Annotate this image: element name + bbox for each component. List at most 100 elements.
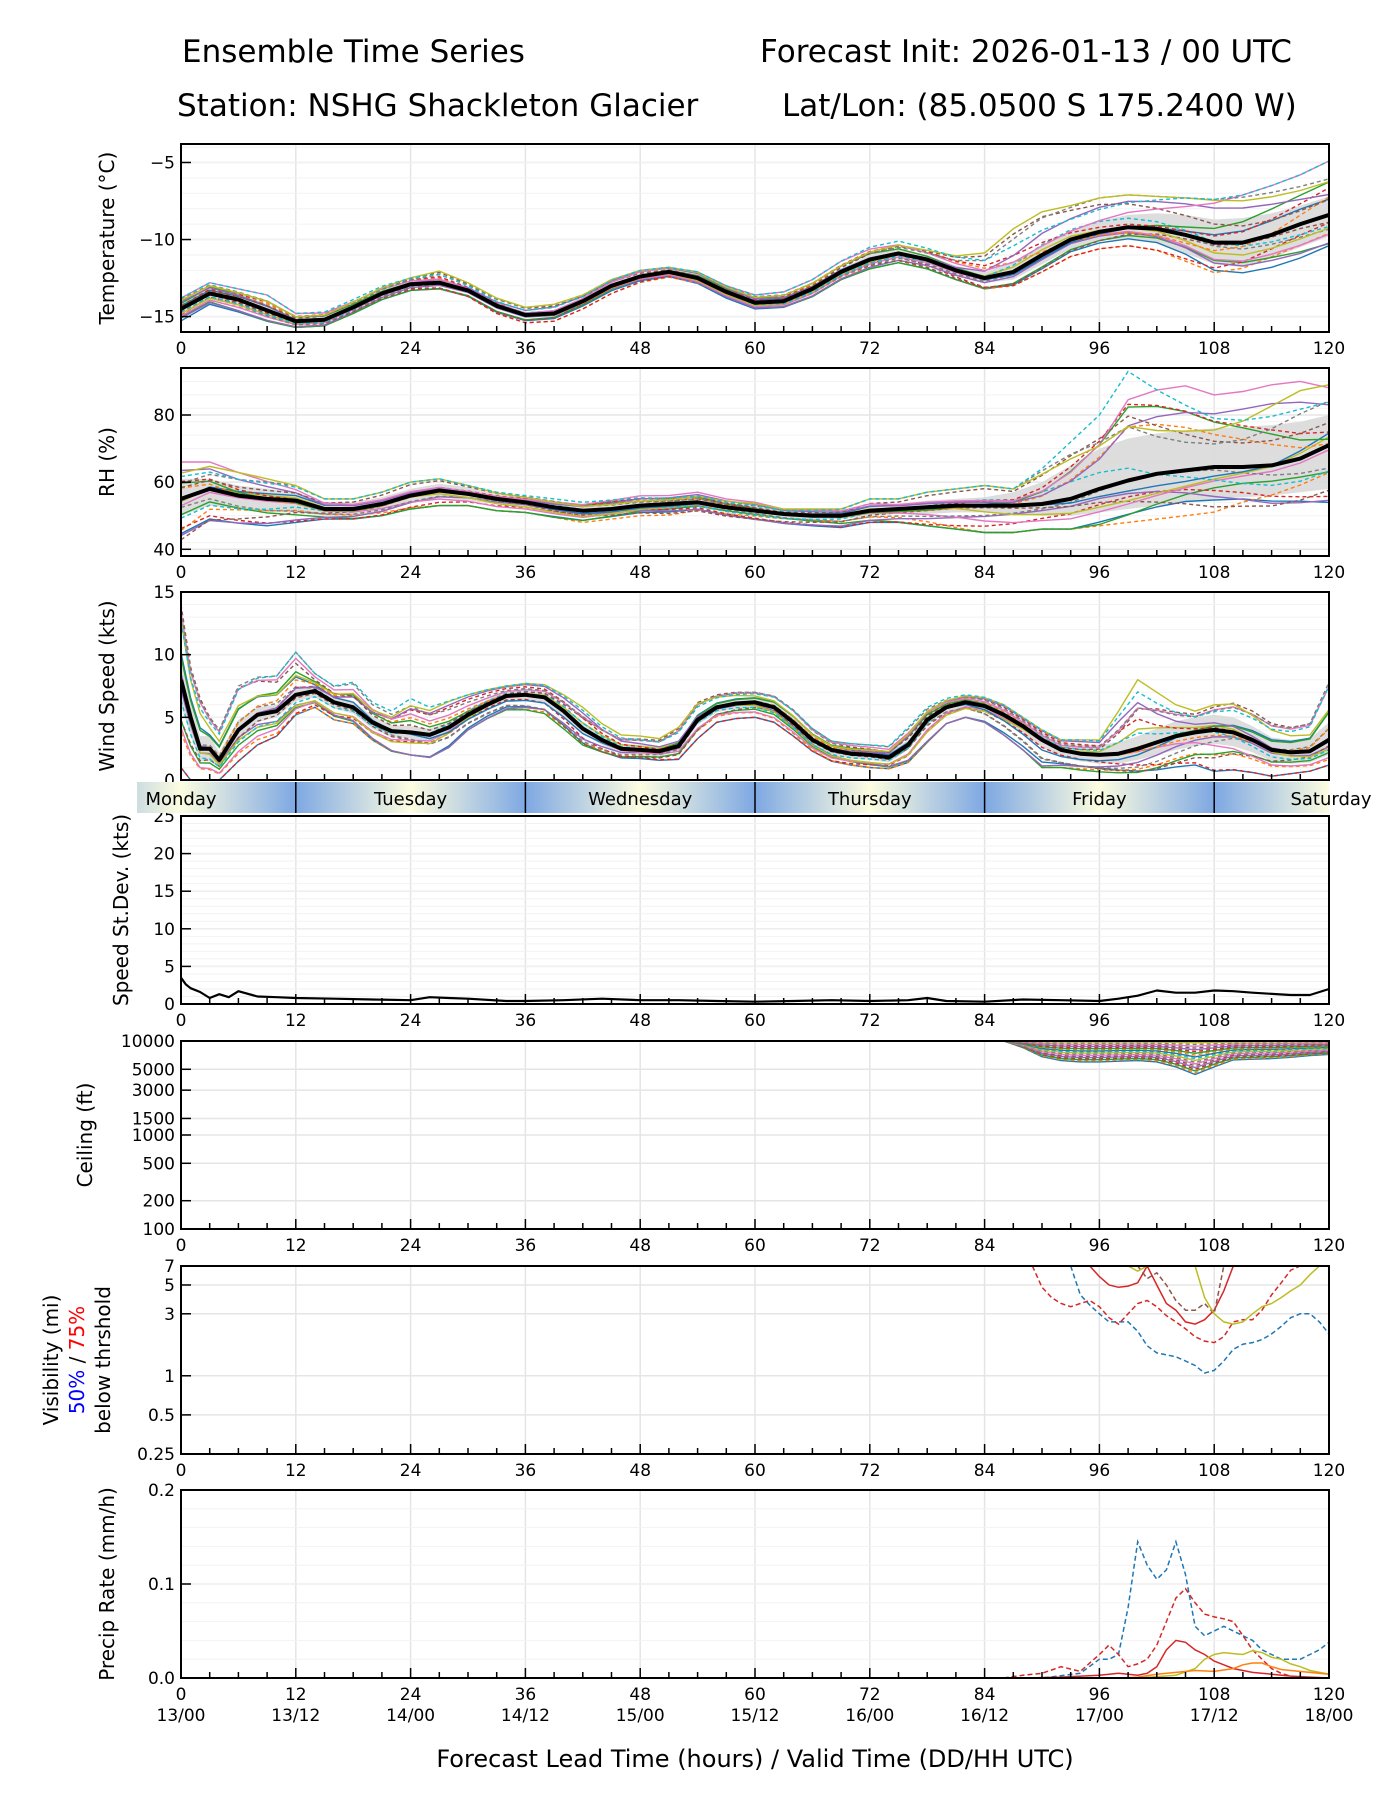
ensemble-member-line [181, 181, 1329, 318]
x-tick-label: 0 [176, 563, 187, 583]
x-tick-label: 24 [400, 1011, 422, 1031]
x-tick-label: 96 [1089, 339, 1111, 359]
ensemble-member-line [1003, 1041, 1329, 1076]
x-tick-label: 108 [1198, 339, 1230, 359]
x-tick-label: 120 [1313, 1685, 1345, 1705]
ensemble-mean-line [181, 679, 1329, 762]
x-tick-label: 60 [744, 1236, 766, 1256]
x-valid-time-label: 17/12 [1190, 1706, 1239, 1726]
y-tick-label: 0 [164, 995, 175, 1015]
ensemble-member-line [181, 490, 1329, 537]
y-tick-label: 1500 [132, 1109, 175, 1129]
y-axis-label-below: below thrshold [91, 1286, 115, 1434]
y-tick-label: 20 [153, 845, 175, 865]
x-tick-label: 48 [629, 563, 651, 583]
y-tick-label: 0 [164, 771, 175, 791]
member-red-dashed-1 [1031, 1266, 1301, 1344]
ensemble-member-line [1003, 1041, 1329, 1056]
x-tick-label: 84 [974, 339, 996, 359]
station-name: Station: NSHG Shackleton Glacier [177, 88, 699, 124]
y-tick-label: 40 [153, 540, 175, 560]
member-red-dashed [1003, 1587, 1329, 1678]
x-valid-time-label: 13/00 [157, 1706, 206, 1726]
y-tick-label: −10 [139, 231, 175, 251]
plot-area-precip_rate [1003, 1538, 1329, 1678]
ensemble-member-line [1003, 1041, 1329, 1074]
x-tick-label: 12 [285, 1011, 307, 1031]
x-tick-label: 0 [176, 1461, 187, 1481]
x-tick-label: 108 [1198, 1236, 1230, 1256]
x-tick-label: 72 [859, 1685, 881, 1705]
plot-area-visibility [1031, 1266, 1329, 1374]
x-tick-label: 96 [1089, 1685, 1111, 1705]
ensemble-member-line [1003, 1041, 1329, 1046]
y-tick-label: 80 [153, 406, 175, 426]
x-tick-label: 60 [744, 563, 766, 583]
x-tick-label: 84 [974, 1461, 996, 1481]
x-valid-time-label: 13/12 [271, 1706, 320, 1726]
x-tick-label: 48 [629, 1011, 651, 1031]
y-tick-label: 5000 [132, 1060, 175, 1080]
ensemble-member-line [181, 611, 1329, 748]
x-tick-label: 108 [1198, 563, 1230, 583]
ensemble-member-line [181, 690, 1329, 768]
y-axis-label: Temperature (°C) [95, 152, 119, 326]
vis-50-label: 50% [65, 1370, 89, 1414]
x-tick-label: 60 [744, 1461, 766, 1481]
member-red-solid [1089, 1266, 1235, 1325]
x-tick-label: 72 [859, 1011, 881, 1031]
panel-precip_rate: 0 12 24 36 48 60 72 84 96 108 120 13/00 13/12 14/00 14… [95, 1481, 1354, 1726]
y-tick-label: 100 [143, 1220, 175, 1240]
ensemble-mean-line [181, 443, 1329, 518]
y-tick-label: 7 [164, 1257, 175, 1277]
ensemble-member-line [181, 401, 1329, 514]
ensemble-member-line [1003, 1041, 1329, 1055]
day-bar: Monday Tuesday Wednesday Thursday Friday Satu… [137, 782, 1372, 813]
day-band [137, 782, 296, 813]
y-tick-label: 0.5 [148, 1406, 175, 1426]
y-tick-label: 500 [143, 1154, 175, 1174]
x-tick-label: 36 [515, 563, 537, 583]
x-tick-label: 24 [400, 1236, 422, 1256]
day-label: Saturday [1290, 789, 1371, 810]
y-axis-label: Visibility (mi) [39, 1295, 63, 1426]
station-latlon: Lat/Lon: (85.0500 S 175.2400 W) [782, 88, 1297, 124]
ensemble-member-line [1003, 1041, 1329, 1051]
plot-area-rh [181, 370, 1329, 541]
plot-area-wind_speed [181, 604, 1329, 780]
ensemble-member-line [181, 701, 1329, 774]
day-band [984, 782, 1215, 813]
x-tick-label: 0 [176, 339, 187, 359]
x-tick-label: 96 [1089, 1011, 1111, 1031]
panel-visibility: 0 12 24 36 48 60 72 84 96 108 120 0.25 0.5 1 3 57 Visibi… [39, 1257, 1345, 1481]
member-orange-solid [1118, 1662, 1329, 1678]
x-tick-label: 60 [744, 339, 766, 359]
x-valid-time-label: 18/00 [1305, 1706, 1354, 1726]
x-valid-time-label: 14/12 [501, 1706, 550, 1726]
x-tick-label: 72 [859, 563, 881, 583]
forecast-init: Forecast Init: 2026-01-13 / 00 UTC [760, 34, 1292, 70]
day-band [525, 782, 755, 813]
day-label: Thursday [827, 789, 912, 810]
y-tick-label: 5 [164, 957, 175, 977]
x-tick-label: 120 [1313, 1461, 1345, 1481]
ensemble-member-line [1003, 1041, 1329, 1048]
x-tick-label: 84 [974, 1685, 996, 1705]
x-tick-label: 60 [744, 1011, 766, 1031]
y-tick-label: 0.2 [148, 1481, 175, 1501]
y-tick-label: 60 [153, 473, 175, 493]
x-axis-label: Forecast Lead Time (hours) / Valid Time … [436, 1745, 1074, 1773]
y-tick-label: 10000 [121, 1032, 175, 1052]
y-axis-label: Precip Rate (mm/h) [95, 1487, 119, 1681]
x-tick-label: 36 [515, 1011, 537, 1031]
x-tick-label: 0 [176, 1011, 187, 1031]
ensemble-member-line [181, 471, 1329, 534]
x-valid-time-label: 17/00 [1075, 1706, 1124, 1726]
y-tick-label: 200 [143, 1192, 175, 1212]
member-olive-solid [1127, 1266, 1329, 1325]
x-tick-label: 60 [744, 1685, 766, 1705]
day-band [295, 782, 526, 813]
x-tick-label: 48 [629, 339, 651, 359]
x-valid-time-label: 14/00 [386, 1706, 435, 1726]
panel-temperature: 0 12 24 36 48 60 72 84 96 108 120 −15 −10 −5 Temperatu… [95, 143, 1345, 359]
